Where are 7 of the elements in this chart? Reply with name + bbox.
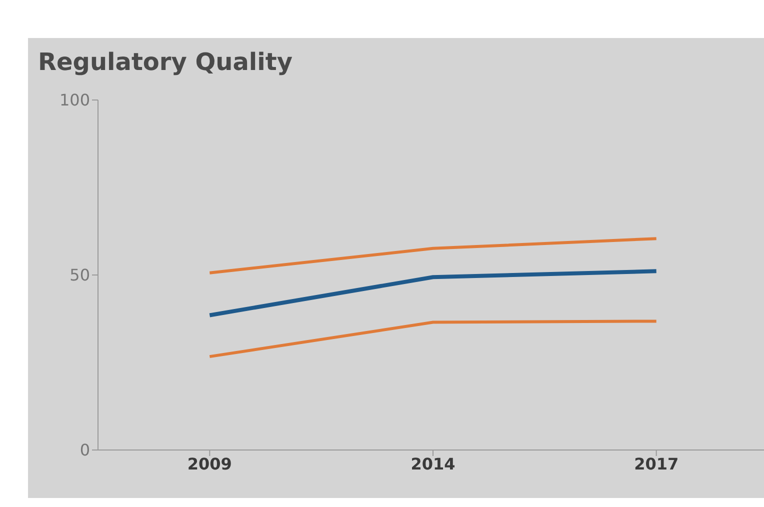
y-tick-label: 50 bbox=[70, 266, 90, 285]
x-tick-label: 2014 bbox=[410, 454, 456, 474]
y-tick-label: 0 bbox=[80, 440, 90, 460]
chart-title: Regulatory Quality bbox=[38, 48, 292, 76]
x-tick-label: 2009 bbox=[187, 454, 232, 474]
x-tick-label: 2017 bbox=[634, 454, 679, 474]
y-tick-label: 100 bbox=[59, 90, 90, 110]
